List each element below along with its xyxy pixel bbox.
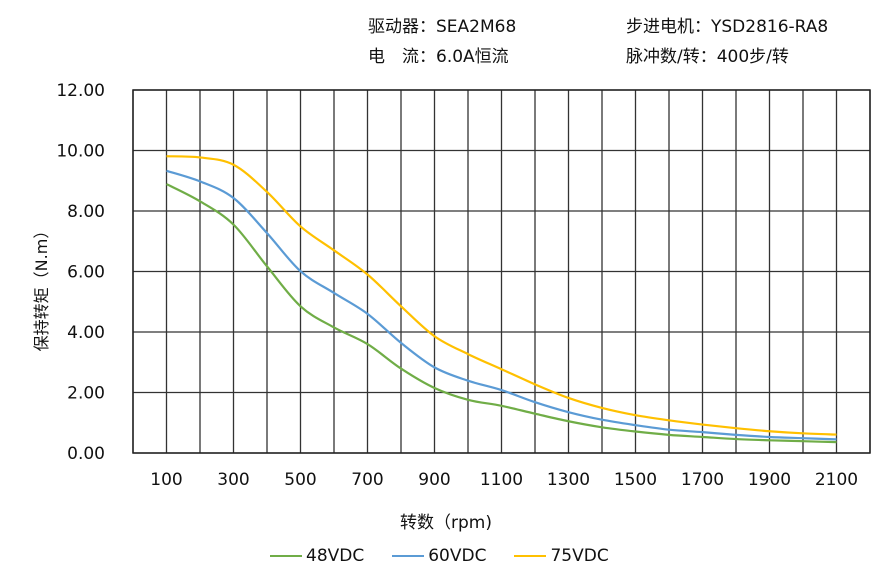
y-tick-label: 12.00 xyxy=(56,81,105,101)
x-tick-label: 500 xyxy=(284,470,316,490)
legend-label: 48VDC xyxy=(306,546,365,566)
legend-label: 60VDC xyxy=(428,546,487,566)
legend-item-60vdc: 60VDC xyxy=(392,546,486,566)
y-axis-label: 保持转矩（N.m） xyxy=(32,222,51,352)
y-tick-label: 4.00 xyxy=(67,323,105,343)
x-tick-label: 700 xyxy=(351,470,383,490)
y-tick-label: 8.00 xyxy=(67,202,105,222)
legend-item-75vdc: 75VDC xyxy=(514,546,609,566)
legend-swatch xyxy=(392,555,425,557)
y-tick-label: 2.00 xyxy=(67,384,105,404)
x-tick-label: 1100 xyxy=(480,470,523,490)
x-tick-label: 1700 xyxy=(681,470,724,490)
series-line-48vdc xyxy=(165,183,837,444)
plot-frame xyxy=(132,89,871,454)
y-tick-label: 6.00 xyxy=(67,263,105,283)
driver-label: 驱动器：SEA2M68 xyxy=(368,17,517,37)
series-line-60vdc xyxy=(166,169,837,441)
motor-label: 步进电机：YSD2816-RA8 xyxy=(626,17,829,37)
series-line-75vdc xyxy=(166,155,837,436)
y-tick-label: 0.00 xyxy=(67,444,105,464)
legend-swatch xyxy=(270,555,302,557)
legend-item-48vdc: 48VDC xyxy=(270,546,364,566)
x-tick-label: 100 xyxy=(150,470,182,490)
y-tick-label: 10.00 xyxy=(56,142,105,162)
pulses-label: 脉冲数/转：400步/转 xyxy=(626,47,789,67)
x-tick-label: 2100 xyxy=(815,470,858,490)
legend-swatch xyxy=(514,555,547,557)
x-tick-label: 1500 xyxy=(614,470,657,490)
current-label: 电 流：6.0A恒流 xyxy=(368,47,509,67)
legend: 48VDC 60VDC 75VDC xyxy=(270,546,609,566)
x-tick-label: 900 xyxy=(418,470,450,490)
x-tick-label: 1900 xyxy=(748,470,791,490)
legend-label: 75VDC xyxy=(550,546,609,566)
x-tick-label: 300 xyxy=(217,470,249,490)
x-tick-label: 1300 xyxy=(547,470,590,490)
x-axis-label: 转数（rpm) xyxy=(400,513,492,533)
